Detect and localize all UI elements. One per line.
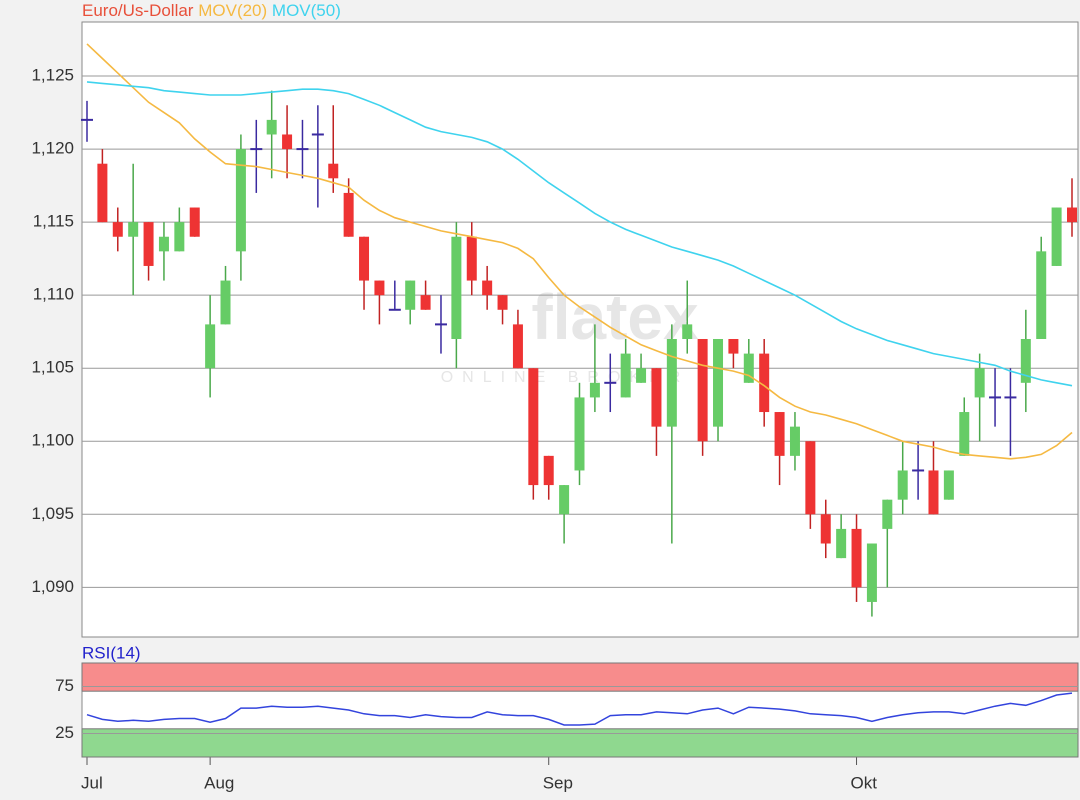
candle-body <box>713 338 724 427</box>
candle-body <box>682 324 693 339</box>
candle-body <box>112 222 123 237</box>
candle-body <box>897 470 908 500</box>
x-tick-label: Jul <box>81 773 103 792</box>
candle-body <box>497 295 508 310</box>
candle-body <box>636 368 647 383</box>
candle-body <box>589 382 600 398</box>
candle-body <box>528 368 539 486</box>
candle-body <box>620 353 631 398</box>
y-tick-label: 1,120 <box>31 139 74 158</box>
candle-body <box>543 455 554 486</box>
candle-body <box>1020 338 1031 383</box>
candle-body <box>205 324 216 369</box>
y-tick-label: 1,115 <box>33 212 74 231</box>
candle-body <box>328 163 339 179</box>
candle-body <box>789 426 800 456</box>
candle-body <box>405 280 416 310</box>
title: Euro/Us-Dollar <box>82 1 194 20</box>
rsi-line <box>86 692 1073 726</box>
y-tick-label: 1,095 <box>31 504 74 523</box>
candle-body <box>851 528 862 588</box>
plot-area <box>81 21 1079 638</box>
candle-body <box>128 222 139 237</box>
candle-body <box>97 163 108 223</box>
candle-body <box>420 295 431 310</box>
legend-entry: MOV(20) <box>198 1 267 20</box>
candle-body <box>343 192 354 237</box>
candle-body <box>928 470 939 515</box>
candle-body <box>1051 207 1062 266</box>
y-tick-label: 25 <box>55 723 74 742</box>
candle-body <box>282 134 293 150</box>
x-tick-label: Sep <box>543 773 573 792</box>
candle-body <box>189 207 200 237</box>
rsi-title: RSI(14) <box>82 643 141 662</box>
x-tick-label: Okt <box>851 773 878 792</box>
candle-body <box>466 236 477 281</box>
candle-body <box>959 412 970 456</box>
candle-body <box>805 441 816 515</box>
candle-body <box>451 236 462 339</box>
candle-body <box>220 280 231 325</box>
candle-body <box>974 368 985 398</box>
candle-body <box>574 397 585 471</box>
y-tick-label: 1,100 <box>31 431 74 450</box>
candle-body <box>666 338 677 427</box>
candle-body <box>266 119 277 135</box>
candle-body <box>174 222 185 252</box>
candle-body <box>866 543 877 602</box>
y-tick-label: 75 <box>55 676 74 695</box>
y-tick-label: 1,090 <box>31 577 74 596</box>
candle-body <box>512 324 523 369</box>
candle-body <box>743 353 754 383</box>
candle-body <box>774 412 785 456</box>
candle-body <box>482 280 493 296</box>
candle-body <box>836 528 847 559</box>
candle-body <box>359 236 370 281</box>
candle-body <box>143 222 154 266</box>
candle-body <box>759 353 770 413</box>
candle-body <box>820 514 831 544</box>
legend-entry: MOV(50) <box>272 1 341 20</box>
candle-body <box>882 499 893 529</box>
y-tick-label: 1,110 <box>33 285 74 304</box>
watermark-sub: ONLINE BROKER <box>441 369 690 386</box>
chart-title: Euro/Us-Dollar MOV(20) MOV(50) <box>82 1 341 20</box>
candle-body <box>697 338 708 442</box>
candle-body <box>1036 251 1047 339</box>
candle-body <box>728 338 739 354</box>
candle-body <box>158 236 169 252</box>
ma-line <box>86 43 1073 460</box>
ma-line <box>86 81 1073 387</box>
candle-body <box>374 280 385 296</box>
y-tick-label: 1,125 <box>31 66 74 85</box>
y-tick-label: 1,105 <box>31 358 74 377</box>
candle-body <box>651 368 662 427</box>
candle-body <box>559 485 570 515</box>
candle-body <box>235 149 246 252</box>
candle-body <box>1067 207 1077 223</box>
candle-body <box>943 470 954 500</box>
x-tick-label: Aug <box>204 773 234 792</box>
